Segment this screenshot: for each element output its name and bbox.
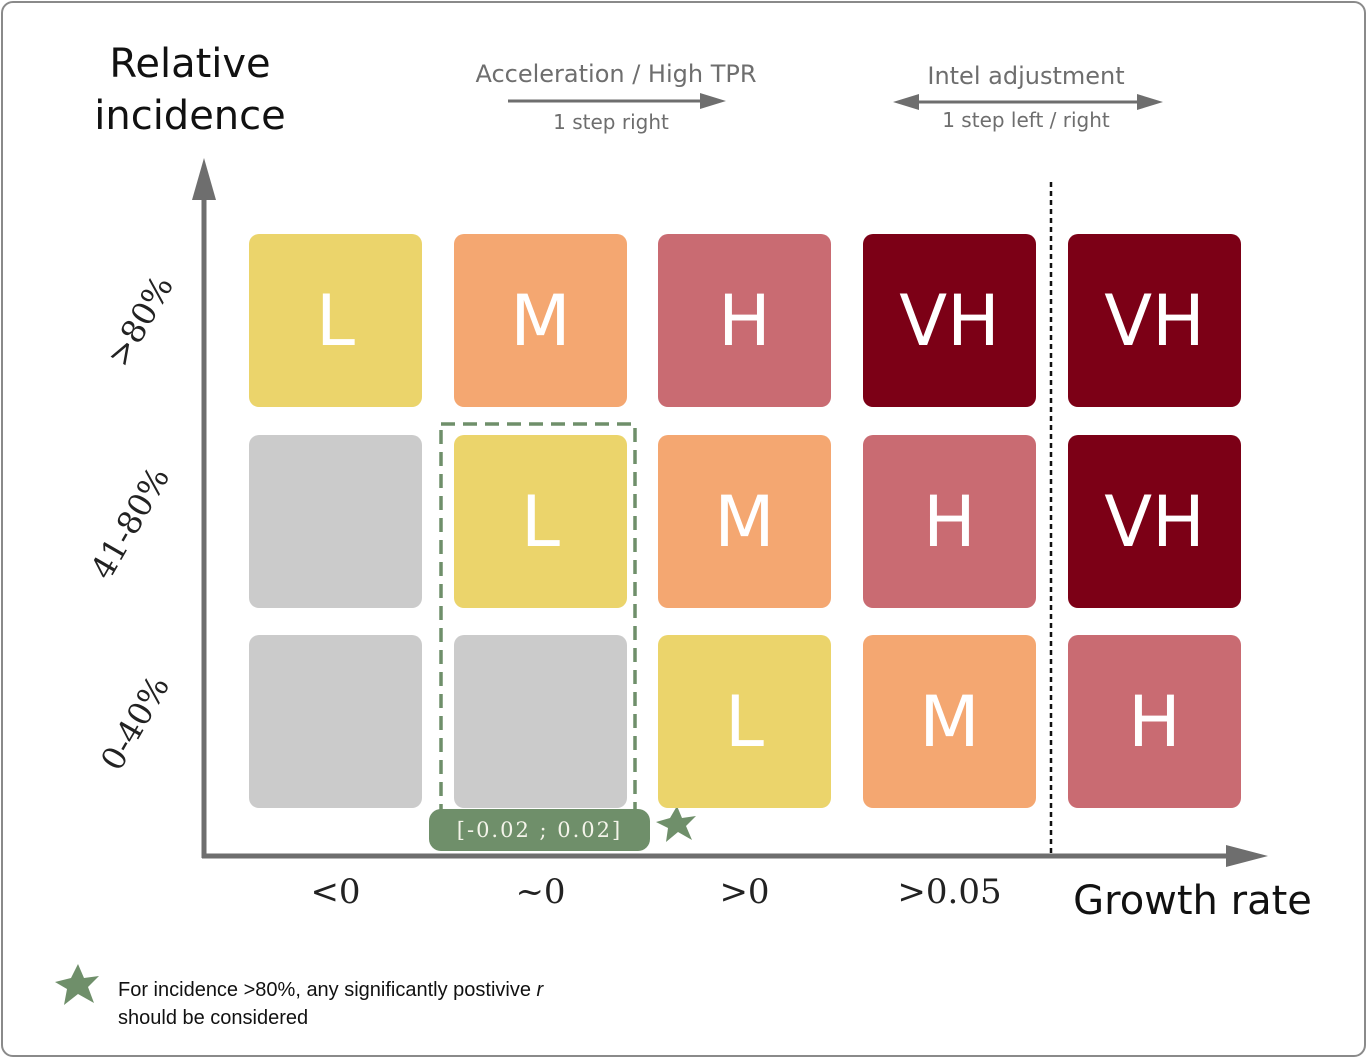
intel-adjustment-sublabel: 1 step left / right xyxy=(942,108,1110,132)
intel-arrowhead-right xyxy=(1137,94,1163,110)
intel-arrowhead-left xyxy=(893,94,919,110)
footnote-star-icon xyxy=(55,964,99,1005)
cell-r3-c1 xyxy=(249,635,422,808)
cell-r1-c5: VH xyxy=(1068,234,1241,407)
cell-r2-c2: L xyxy=(454,435,627,608)
cell-r2-c3: M xyxy=(658,435,831,608)
cell-r3-c5: H xyxy=(1068,635,1241,808)
x-tick-label: >0 xyxy=(719,872,770,912)
cell-r2-c5: VH xyxy=(1068,435,1241,608)
acceleration-arrowhead xyxy=(700,93,726,109)
acceleration-sublabel: 1 step right xyxy=(553,110,669,134)
x-axis-title: Growth rate xyxy=(1073,878,1312,924)
footnote-variable: r xyxy=(536,979,544,1001)
footnote-line1: For incidence >80%, any significantly po… xyxy=(118,976,543,1004)
star-icon xyxy=(656,806,696,842)
cell-r1-c4: VH xyxy=(863,234,1036,407)
cell-r2-c4: H xyxy=(863,435,1036,608)
cell-r3-c4: M xyxy=(863,635,1036,808)
x-axis-arrowhead xyxy=(1226,845,1268,867)
y-axis-title: Relative incidence xyxy=(60,38,320,142)
neutral-growth-dashed-box xyxy=(439,422,637,814)
intel-adjustment-label: Intel adjustment xyxy=(927,62,1125,90)
cell-r3-c2 xyxy=(454,635,627,808)
cell-r3-c3: L xyxy=(658,635,831,808)
y-axis-title-line2: incidence xyxy=(94,93,286,139)
x-tick-label: ~0 xyxy=(515,872,566,912)
y-axis-title-line1: Relative xyxy=(109,41,271,87)
footnote: For incidence >80%, any significantly po… xyxy=(118,976,543,1032)
footnote-line1-text: For incidence >80%, any significantly po… xyxy=(118,979,537,1001)
cell-r1-c1: L xyxy=(249,234,422,407)
neutral-range-badge: [-0.02 ; 0.02] xyxy=(429,809,650,851)
acceleration-label: Acceleration / High TPR xyxy=(475,60,757,88)
footnote-line2: should be considered xyxy=(118,1007,309,1029)
cell-r1-c3: H xyxy=(658,234,831,407)
cell-r1-c2: M xyxy=(454,234,627,407)
x-tick-label: <0 xyxy=(310,872,361,912)
x-tick-label: >0.05 xyxy=(897,872,1002,912)
cell-r2-c1 xyxy=(249,435,422,608)
y-axis-arrowhead xyxy=(192,158,216,200)
